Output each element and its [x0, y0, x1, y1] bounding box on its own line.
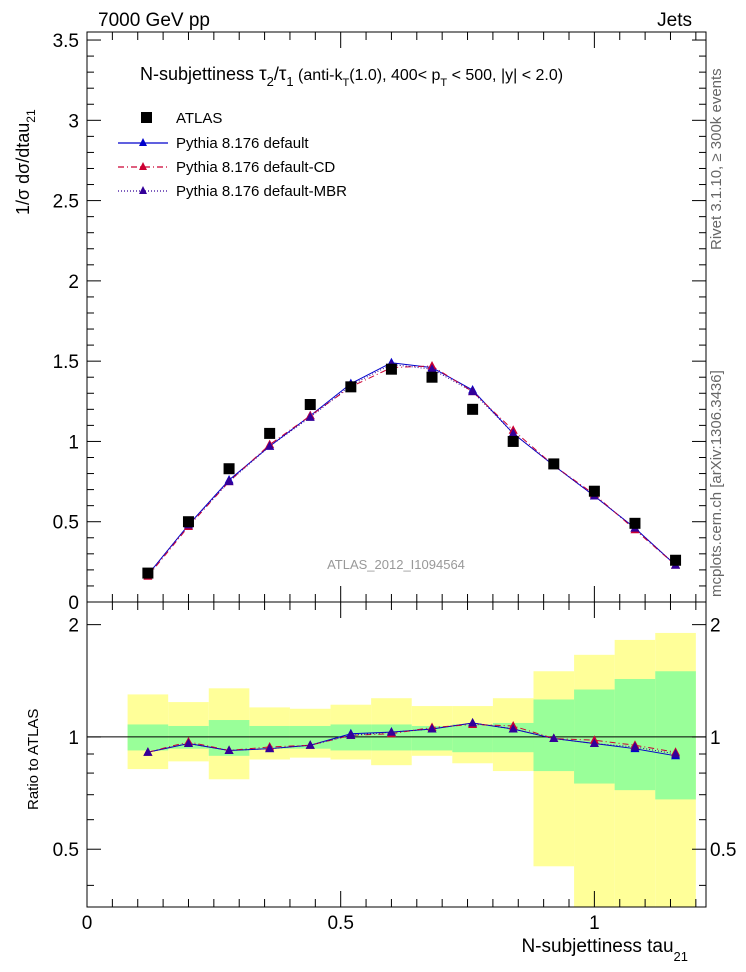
main-plot-area — [142, 357, 682, 580]
ratio-y-tick-label-right: 1 — [710, 728, 721, 749]
data-point-atlas — [548, 458, 560, 470]
data-point-atlas — [264, 427, 276, 439]
legend-marker-mbr — [139, 186, 147, 194]
legend-marker-cd — [139, 162, 147, 170]
series-point-mbr — [508, 428, 518, 437]
legend-label-default: Pythia 8.176 default — [176, 135, 309, 152]
data-point-atlas — [588, 485, 600, 497]
ratio-y-tick-label-right: 0.5 — [710, 840, 736, 861]
data-point-atlas — [507, 435, 519, 447]
ratio-band-inner — [127, 724, 169, 751]
ratio-band-inner — [655, 671, 696, 800]
main-y-tick-label: 0 — [68, 593, 79, 614]
ratio-point-mbr — [671, 748, 681, 758]
ratio-band-inner — [614, 678, 656, 791]
data-point-atlas — [629, 517, 641, 529]
ratio-y-tick-label: 0.5 — [53, 840, 79, 861]
ratio-point-mbr — [346, 730, 356, 739]
ratio-point-mbr — [224, 745, 234, 754]
main-y-tick-label: 0.5 — [53, 513, 79, 534]
ratio-band-inner — [452, 724, 493, 753]
x-tick-label: 0.5 — [327, 913, 353, 934]
main-y-axis-label: 1/σ dσ/dtau21 — [13, 109, 38, 215]
main-y-tick-label: 2.5 — [53, 192, 79, 213]
ratio-y-tick-label: 2 — [68, 616, 79, 637]
main-y-tick-label: 1 — [68, 432, 79, 453]
main-panel: 0 0.5 1 1.5 2 2.5 3 3.5 N-subjettiness τ2/τ1 (a… — [13, 31, 707, 614]
ratio-point-mbr — [265, 743, 275, 753]
ratio-frame — [86, 601, 707, 908]
ratio-panel: 0.5 0.51 12 2 0 0.5 1 Ratio to ATLAS N-subjet… — [25, 601, 736, 964]
data-point-atlas — [142, 567, 154, 579]
ratio-line-default — [147, 722, 676, 757]
series-point-mbr — [305, 412, 315, 421]
data-point-atlas — [223, 463, 235, 475]
ratio-point-mbr — [508, 724, 518, 733]
x-tick-label: 1 — [589, 913, 600, 934]
legend-label-atlas: ATLAS — [176, 110, 222, 127]
ratio-y-tick-label-right: 2 — [710, 616, 721, 637]
series-point-mbr — [468, 386, 478, 396]
mcplots-label: mcplots.cern.ch [arXiv:1306.3436] — [708, 370, 725, 597]
series-point-mbr — [224, 476, 234, 486]
header-energy: 7000 GeV pp — [98, 10, 210, 31]
main-x-ticks — [86, 32, 697, 602]
ratio-y-axis: 0.5 0.5 1 1 2 2 — [53, 616, 736, 886]
ratio-line-cd — [147, 723, 676, 753]
ratio-point-mbr — [183, 738, 193, 748]
data-point-atlas — [426, 371, 438, 383]
ratio-y-tick-label: 1 — [68, 728, 79, 749]
series-point-mbr — [265, 441, 275, 450]
main-y-tick-label: 3 — [68, 111, 79, 132]
chart-title: N-subjettiness τ2/τ1 (anti-kT(1.0), 400<… — [140, 64, 563, 89]
legend: ATLAS Pythia 8.176 default Pythia 8.176 … — [118, 110, 347, 200]
legend-marker-atlas — [141, 112, 152, 123]
main-y-axis: 0 0.5 1 1.5 2 2.5 3 3.5 — [53, 31, 706, 614]
ratio-point-mbr — [468, 717, 478, 727]
x-axis-label: N-subjettiness tau21 — [521, 936, 688, 964]
main-y-tick-label: 1.5 — [53, 352, 79, 373]
main-y-tick-label: 3.5 — [53, 31, 79, 52]
ratio-plot-area — [87, 632, 706, 907]
data-point-atlas — [467, 403, 479, 415]
series-line-mbr — [147, 363, 676, 576]
x-axis: 0 0.5 1 — [82, 602, 697, 934]
data-point-atlas — [304, 399, 316, 411]
data-point-atlas — [345, 381, 357, 393]
ratio-point-mbr — [427, 724, 437, 733]
ratio-point-mbr — [630, 741, 640, 751]
data-point-atlas — [385, 363, 397, 375]
header-jets: Jets — [657, 10, 692, 31]
data-point-atlas — [670, 554, 682, 566]
ratio-y-axis-label: Ratio to ATLAS — [25, 709, 42, 810]
rivet-version-label: Rivet 3.1.10, ≥ 300k events — [708, 68, 725, 250]
legend-marker-default — [139, 138, 147, 146]
analysis-id: ATLAS_2012_I1094564 — [327, 557, 465, 572]
series-point-mbr — [427, 364, 437, 373]
legend-label-cd: Pythia 8.176 default-CD — [176, 159, 335, 176]
ratio-point-mbr — [305, 740, 315, 749]
ratio-point-mbr — [143, 747, 153, 756]
legend-label-mbr: Pythia 8.176 default-MBR — [176, 183, 347, 200]
x-tick-label: 0 — [82, 913, 93, 934]
ratio-point-mbr — [549, 733, 559, 743]
ratio-point-mbr — [589, 738, 599, 748]
main-y-tick-label: 2 — [68, 272, 79, 293]
data-point-atlas — [182, 516, 194, 528]
ratio-point-mbr — [386, 727, 396, 736]
